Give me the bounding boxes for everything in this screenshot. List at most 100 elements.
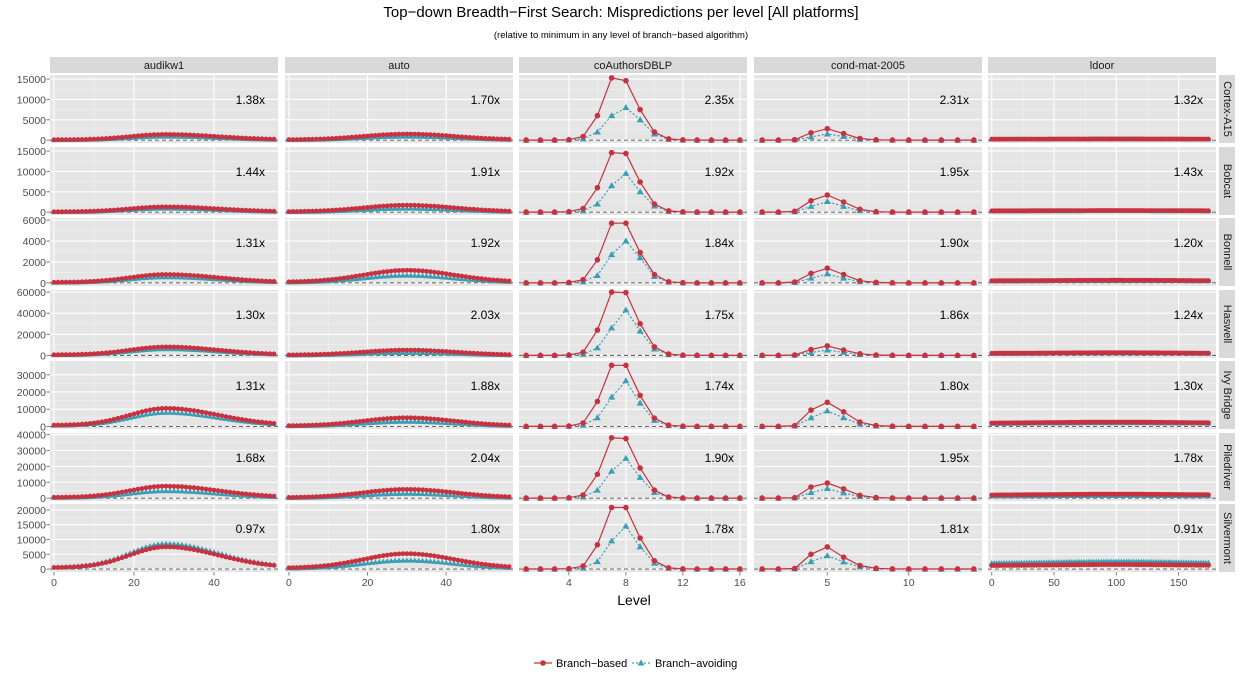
point-branch-avoiding	[380, 205, 387, 212]
point-branch-based	[404, 415, 410, 421]
panel: 1.44x	[50, 147, 278, 215]
point-branch-avoiding	[840, 489, 848, 496]
point-branch-based	[135, 410, 141, 416]
point-branch-based	[1206, 492, 1211, 498]
point-branch-based	[95, 136, 101, 142]
y-tick-label: 0	[40, 564, 46, 576]
point-branch-based	[67, 494, 73, 500]
point-branch-based	[325, 208, 331, 213]
point-branch-avoiding	[451, 560, 458, 566]
point-branch-based	[203, 410, 209, 416]
point-branch-based	[447, 205, 453, 210]
point-branch-based	[566, 136, 572, 143]
point-branch-based	[325, 136, 331, 142]
point-branch-based	[63, 352, 69, 358]
point-branch-based	[329, 562, 335, 568]
point-branch-avoiding	[135, 489, 141, 495]
point-branch-based	[775, 495, 782, 501]
point-branch-based	[1206, 420, 1211, 426]
point-branch-avoiding	[823, 407, 831, 414]
point-branch-based	[1206, 350, 1211, 356]
y-tick-label: 5000	[23, 549, 47, 561]
point-branch-based	[59, 565, 65, 570]
point-branch-based	[523, 566, 529, 572]
point-branch-based	[247, 136, 253, 141]
point-branch-based	[396, 202, 402, 208]
point-branch-avoiding	[199, 412, 205, 418]
point-branch-based	[71, 422, 77, 428]
point-branch-based	[400, 347, 406, 353]
point-branch-avoiding	[458, 561, 465, 567]
point-branch-based	[127, 275, 133, 280]
panel: 1.30x	[50, 290, 278, 358]
point-branch-based	[408, 202, 414, 208]
point-branch-based	[111, 416, 117, 422]
point-branch-based	[971, 280, 977, 286]
point-branch-based	[271, 562, 277, 568]
point-branch-based	[808, 551, 814, 558]
point-branch-avoiding	[423, 491, 430, 497]
x-tick-label: 40	[440, 577, 452, 589]
point-branch-based	[905, 209, 912, 215]
point-branch-based	[361, 272, 366, 278]
point-branch-based	[369, 271, 374, 277]
point-branch-based	[341, 420, 347, 426]
point-branch-based	[223, 554, 229, 560]
point-branch-based	[498, 352, 504, 357]
point-branch-based	[187, 132, 193, 138]
point-branch-based	[412, 415, 418, 421]
point-branch-based	[302, 423, 308, 428]
point-branch-based	[373, 348, 378, 354]
panel: 2.31x	[754, 75, 982, 143]
point-branch-based	[424, 552, 429, 558]
point-branch-avoiding	[593, 272, 601, 278]
point-branch-based	[475, 275, 480, 281]
point-branch-based	[75, 564, 81, 570]
point-branch-based	[494, 351, 500, 357]
point-branch-based	[271, 421, 277, 426]
point-branch-avoiding	[451, 275, 458, 281]
point-branch-based	[384, 552, 390, 558]
point-branch-based	[67, 564, 73, 570]
point-branch-avoiding	[454, 275, 461, 281]
point-branch-avoiding	[608, 182, 616, 189]
point-branch-based	[155, 344, 161, 350]
point-branch-based	[306, 352, 311, 358]
point-branch-based	[87, 493, 93, 499]
point-branch-based	[435, 270, 441, 276]
point-branch-based	[135, 133, 141, 139]
point-branch-based	[523, 423, 529, 430]
y-tick-label: 0	[40, 207, 46, 219]
point-branch-based	[537, 280, 544, 286]
point-branch-based	[87, 351, 93, 357]
point-branch-based	[759, 280, 765, 286]
point-branch-based	[63, 422, 69, 428]
point-branch-based	[195, 548, 201, 553]
point-branch-based	[75, 209, 81, 215]
point-branch-avoiding	[411, 205, 418, 211]
point-branch-based	[357, 419, 363, 424]
point-branch-avoiding	[608, 537, 616, 544]
ratio-annotation: 1.90x	[705, 451, 734, 465]
point-branch-based	[306, 494, 311, 500]
point-branch-based	[483, 207, 488, 213]
point-branch-based	[467, 135, 473, 140]
point-branch-avoiding	[435, 491, 442, 497]
point-branch-based	[420, 132, 425, 137]
point-branch-based	[490, 493, 496, 499]
row-strip	[1219, 75, 1235, 143]
point-branch-based	[119, 555, 125, 561]
point-branch-based	[263, 562, 269, 567]
point-branch-based	[310, 136, 315, 142]
point-branch-based	[333, 493, 339, 498]
point-branch-based	[737, 280, 743, 286]
point-branch-based	[537, 352, 544, 359]
point-branch-based	[115, 556, 121, 562]
point-branch-based	[479, 207, 484, 213]
x-tick-label: 150	[1170, 577, 1188, 589]
point-branch-based	[428, 488, 433, 493]
point-branch-avoiding	[636, 473, 644, 480]
point-branch-avoiding	[443, 491, 450, 498]
point-branch-avoiding	[388, 490, 395, 497]
point-branch-based	[314, 278, 319, 284]
